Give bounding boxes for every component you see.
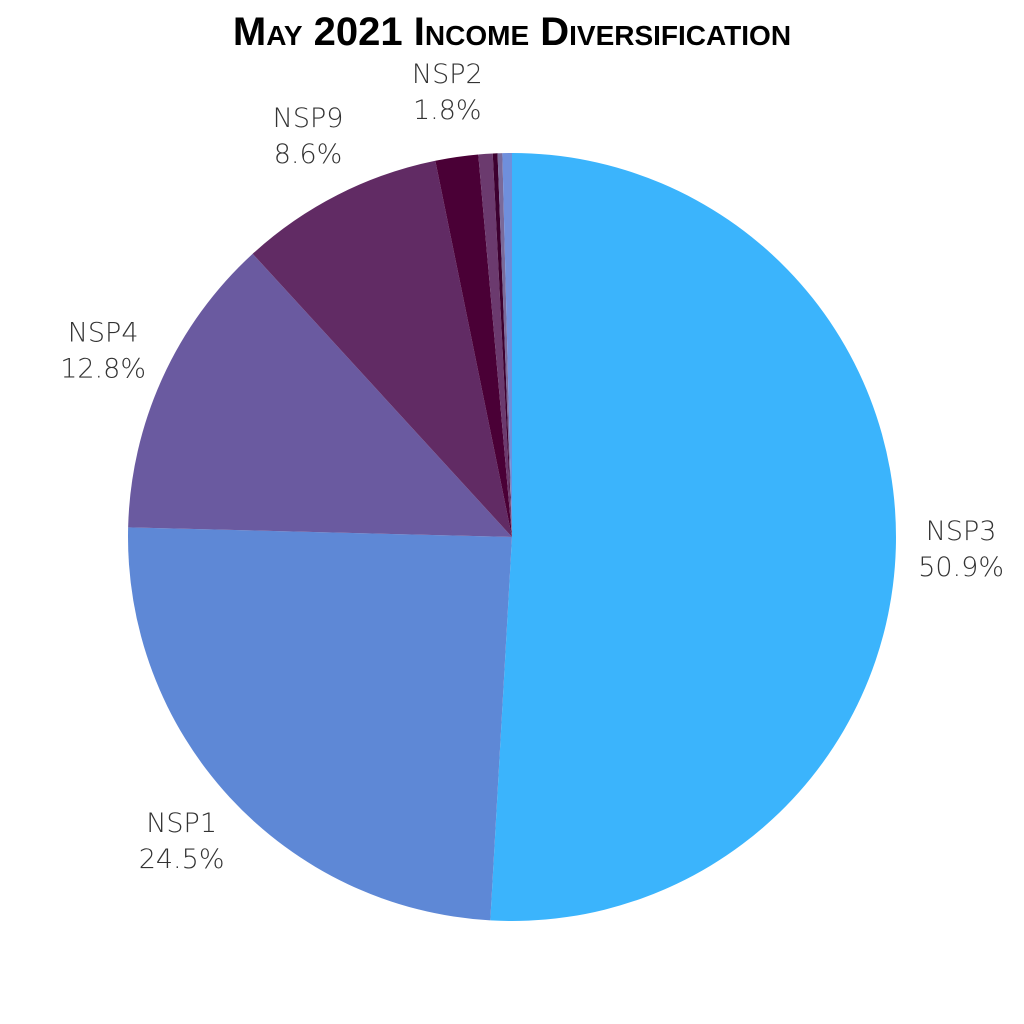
pie-slice	[128, 253, 512, 537]
slice-label: NSP4	[68, 317, 139, 348]
value-label: 12.8%	[60, 353, 146, 384]
pie-slice	[435, 154, 512, 538]
value-label: 8.6%	[274, 139, 343, 170]
pie-slice	[502, 153, 512, 537]
pie-slice	[128, 527, 512, 921]
slice-label: NSP3	[926, 516, 997, 547]
pie-slice	[490, 153, 896, 921]
value-label: 24.5%	[139, 844, 225, 875]
value-label: 50.9%	[918, 552, 1004, 583]
pie-slice	[492, 153, 512, 538]
pie-slice	[497, 153, 512, 537]
pie-slice	[478, 153, 512, 537]
slice-label: NSP9	[273, 103, 344, 134]
slice-label: NSP1	[146, 808, 217, 839]
pie-slice	[252, 160, 513, 537]
slice-label: NSP2	[412, 59, 483, 90]
value-label: 1.8%	[413, 95, 482, 126]
chart-title: May 2021 Income Diversification	[233, 10, 791, 54]
